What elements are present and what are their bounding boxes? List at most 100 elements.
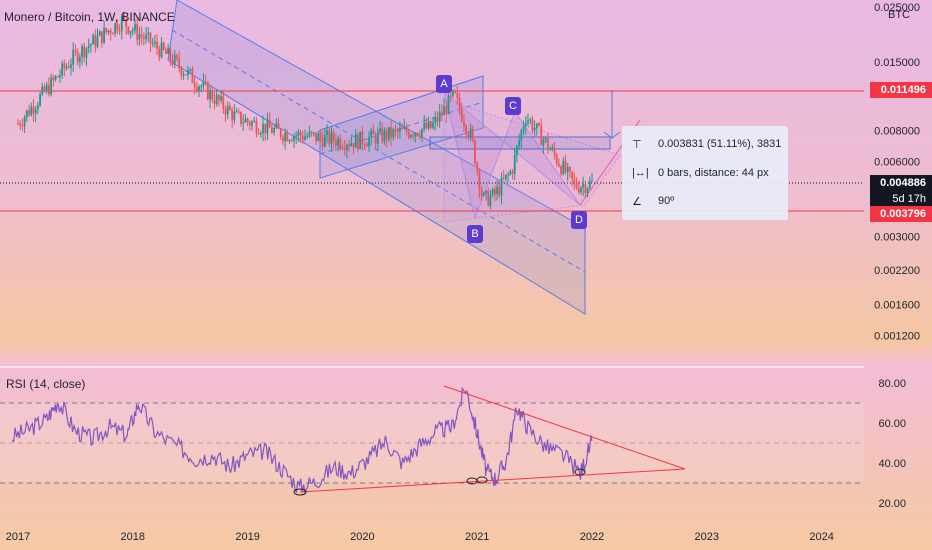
candle-body [365,145,368,147]
candle-body [458,97,461,110]
candle-body [312,132,315,134]
candle-body [443,106,445,115]
rsi-line[interactable] [11,386,593,496]
candle-body [438,111,441,122]
candle-body [531,119,534,131]
candle-body [222,96,225,109]
rsi-triangle[interactable] [299,385,686,493]
candle-body [149,32,152,44]
candle-body [48,84,50,95]
candle-body [516,146,518,155]
candle-body [273,128,275,133]
price-tick-label: 0.002200 [874,265,920,277]
candle-body [229,105,231,111]
point-b-label[interactable]: B [467,225,483,243]
time-tick-label: 2022 [580,531,604,543]
candle-body [114,23,117,34]
candle-body [454,90,457,93]
measure-arrow[interactable] [603,90,621,139]
candle-body [339,138,342,148]
candle-body [36,105,39,110]
candle-body [259,133,262,135]
candle-body [187,69,189,75]
candle-body [505,174,507,179]
rsi-low-marker [574,468,586,476]
candle-body [65,66,68,69]
candle-body [226,105,229,115]
candle-body [107,30,110,33]
candle-body [209,90,211,100]
candle-body [363,144,366,146]
candle-body [140,34,143,37]
candle-body [310,131,313,133]
candle-body [359,131,362,150]
candle-body [575,181,578,188]
candle-body [176,55,178,59]
price-axis[interactable]: 0.025000 0.015000 0.008000 0.006000 0.003000… [874,2,920,343]
candle-body [315,132,317,142]
candle-body [89,44,92,47]
candle-body [502,177,505,179]
candle-body [142,36,145,40]
candle-body [346,145,348,150]
candle-body [85,47,88,58]
candle-body [96,35,99,47]
candle-body [169,48,172,60]
rsi-legend: RSI (14, close) [6,377,86,391]
candle-body [319,133,322,138]
candle-body [361,131,364,145]
candle-body [379,128,381,133]
candle-body [94,35,97,47]
candle-body [496,186,498,195]
candle-body [87,46,90,48]
candle-body [427,121,430,129]
rsi-tick-label: 60.00 [878,418,906,430]
candle-body [173,55,176,65]
candle-body [129,31,132,34]
candle-body [244,118,247,123]
candle-body [332,132,335,141]
candle-body [463,121,465,126]
candle-body [343,147,346,150]
candle-body [394,129,397,131]
candle-body [507,174,510,176]
candlestick-series[interactable] [17,11,593,210]
candle-body [489,195,492,206]
support-badge: 0.003796 [870,206,932,222]
candle-body [266,119,269,134]
candle-body [301,135,304,140]
candle-body [253,120,256,122]
candle-body [204,81,207,83]
rsi-low-marker [476,476,488,484]
candle-body [23,117,26,126]
candle-body [240,111,242,124]
point-a-label[interactable]: A [436,75,452,93]
candle-body [374,134,377,144]
rising-channel[interactable] [319,75,484,179]
rsi-tick-label: 40.00 [878,458,906,470]
candle-body [299,132,302,136]
candle-body [566,166,569,173]
pane-separator[interactable] [0,366,864,368]
candle-body [401,128,404,130]
candle-body [591,180,593,182]
time-axis[interactable]: 2017 2018 2019 2020 2021 2022 2023 2024 [6,531,834,543]
candle-body [582,184,585,188]
candle-body [337,138,340,146]
point-c-label[interactable]: C [505,97,521,115]
candle-body [385,130,388,140]
point-d-label[interactable]: D [571,211,587,229]
candle-body [105,28,108,33]
candle-body [224,108,227,115]
distance-icon: |↔| [632,167,649,179]
candle-body [288,140,291,142]
candle-body [410,135,412,138]
candle-body [282,137,284,142]
candle-body [145,34,147,40]
candle-body [118,30,121,32]
candle-body [45,84,48,92]
candle-body [588,180,591,189]
price-tick-label: 0.006000 [874,156,920,168]
rsi-axis[interactable]: 80.00 60.00 40.00 20.00 [878,378,906,510]
